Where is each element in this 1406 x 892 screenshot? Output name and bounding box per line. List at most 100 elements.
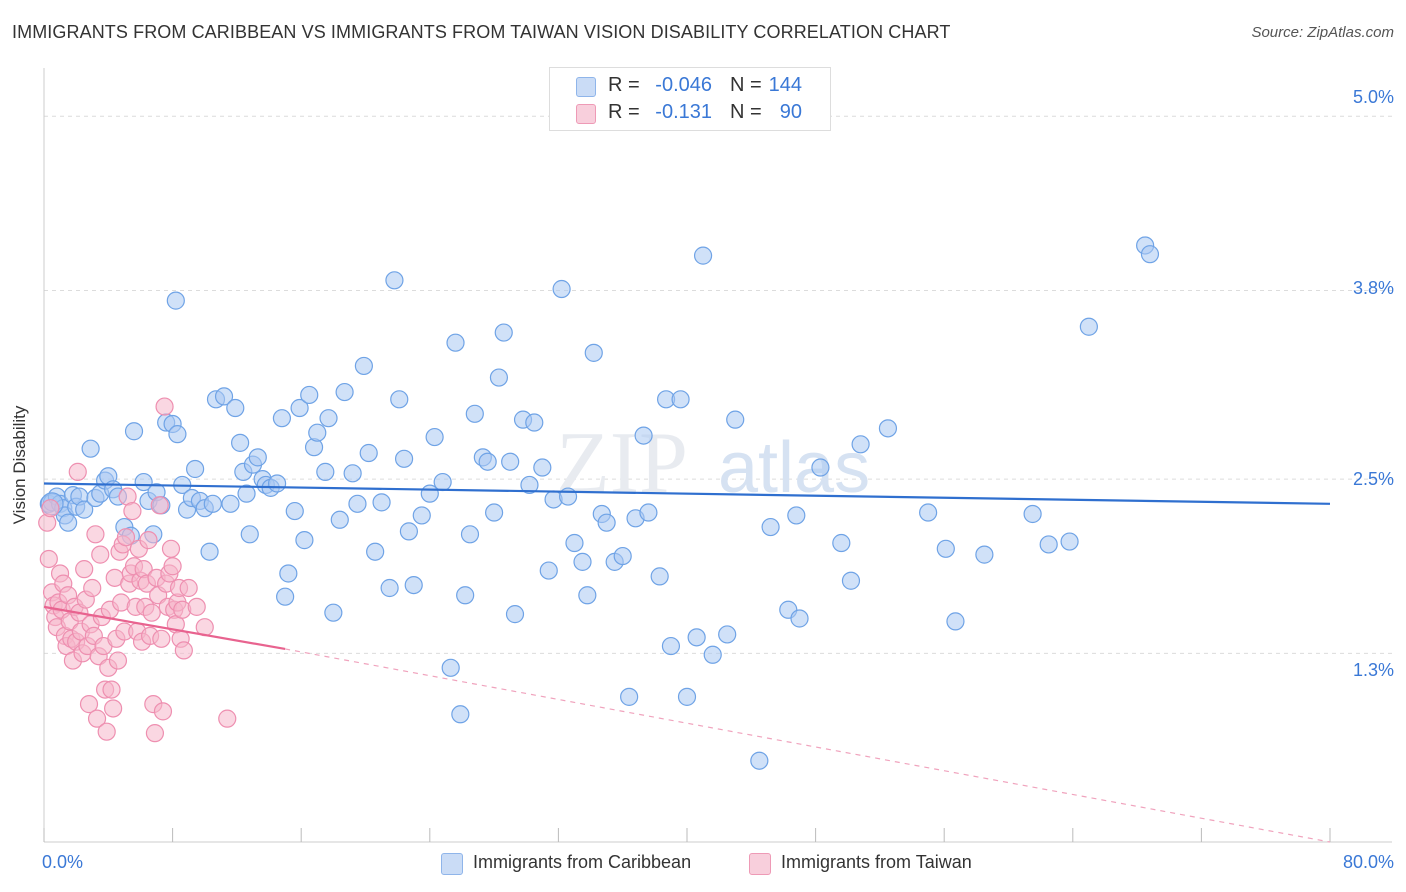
point-caribbean xyxy=(348,494,367,513)
point-caribbean xyxy=(677,687,697,706)
point-caribbean xyxy=(240,525,259,544)
point-caribbean xyxy=(290,398,309,418)
point-caribbean xyxy=(693,246,713,265)
point-caribbean xyxy=(539,561,558,580)
point-caribbean xyxy=(787,506,806,525)
bottom-legend-taiwan: Immigrants from Taiwan xyxy=(749,852,1009,876)
point-caribbean xyxy=(1140,245,1160,264)
legend-r-value: -0.131 xyxy=(655,101,712,123)
point-caribbean xyxy=(319,409,338,428)
series-caribbean xyxy=(39,236,1160,770)
point-caribbean xyxy=(613,546,632,566)
point-caribbean xyxy=(166,291,185,310)
point-caribbean xyxy=(81,439,100,458)
trendline-caribbean xyxy=(43,482,1331,505)
point-caribbean xyxy=(412,506,431,525)
point-taiwan xyxy=(179,578,198,598)
point-taiwan xyxy=(187,597,206,616)
point-caribbean xyxy=(811,458,830,477)
point-caribbean xyxy=(703,645,722,664)
point-caribbean xyxy=(687,628,706,647)
point-caribbean xyxy=(1079,317,1098,336)
legend-n-value: 90 xyxy=(779,101,802,123)
bottom-legend-swatch-taiwan xyxy=(749,853,771,875)
point-caribbean xyxy=(300,385,319,405)
point-caribbean xyxy=(214,387,234,406)
y-tick-label-1.3: 1.3% xyxy=(1352,660,1394,680)
point-caribbean xyxy=(324,603,343,622)
point-caribbean xyxy=(565,533,584,553)
point-taiwan xyxy=(145,724,165,743)
point-caribbean xyxy=(878,419,898,438)
point-taiwan xyxy=(87,709,107,728)
trendline-taiwan xyxy=(43,605,286,651)
point-caribbean xyxy=(841,571,861,590)
point-caribbean xyxy=(584,343,603,362)
point-caribbean xyxy=(620,687,639,706)
point-caribbean xyxy=(761,517,780,537)
point-caribbean xyxy=(267,474,287,493)
point-caribbean xyxy=(335,382,354,402)
point-taiwan xyxy=(174,641,193,660)
point-caribbean xyxy=(456,586,475,605)
legend-row-taiwan: R = -0.131 N = 90 xyxy=(550,101,830,127)
point-caribbean xyxy=(634,426,653,445)
point-caribbean xyxy=(354,356,373,376)
watermark-zip: ZIP xyxy=(556,415,688,512)
point-caribbean xyxy=(489,368,509,387)
point-caribbean xyxy=(372,493,391,512)
point-taiwan xyxy=(116,528,136,547)
point-caribbean xyxy=(75,500,94,519)
point-caribbean xyxy=(494,323,513,342)
point-caribbean xyxy=(134,472,153,492)
point-caribbean xyxy=(936,539,955,558)
point-caribbean xyxy=(446,333,465,352)
point-taiwan xyxy=(108,651,128,670)
legend-n-label: N = xyxy=(730,101,762,123)
legend-r-value: -0.046 xyxy=(655,74,712,96)
point-caribbean xyxy=(460,525,480,544)
point-caribbean xyxy=(248,448,267,467)
point-caribbean xyxy=(390,390,409,409)
point-caribbean xyxy=(394,449,414,468)
point-taiwan xyxy=(41,499,60,518)
point-caribbean xyxy=(505,605,525,624)
point-taiwan xyxy=(75,560,94,579)
point-taiwan xyxy=(152,629,171,648)
point-caribbean xyxy=(478,452,497,471)
point-caribbean xyxy=(295,531,314,550)
point-caribbean xyxy=(385,271,404,290)
bottom-legend-label-taiwan: Immigrants from Taiwan xyxy=(781,852,972,872)
trend-lines xyxy=(43,482,1331,843)
point-caribbean xyxy=(485,503,504,522)
point-caribbean xyxy=(425,427,444,447)
point-caribbean xyxy=(661,636,681,656)
point-caribbean xyxy=(919,503,938,522)
point-taiwan xyxy=(218,709,237,728)
point-caribbean xyxy=(226,398,245,418)
point-caribbean xyxy=(221,494,240,513)
point-caribbean xyxy=(380,578,399,598)
source-label: Source: ZipAtlas.com xyxy=(1251,24,1394,41)
point-taiwan xyxy=(68,462,87,481)
point-caribbean xyxy=(59,513,78,532)
point-taiwan xyxy=(142,603,161,622)
point-caribbean xyxy=(399,522,419,541)
point-taiwan xyxy=(86,525,105,544)
point-taiwan xyxy=(102,680,121,699)
chart-title: IMMIGRANTS FROM CARIBBEAN VS IMMIGRANTS … xyxy=(12,22,951,42)
point-caribbean xyxy=(124,422,144,441)
correlation-legend: R = -0.046 N = 144 R = -0.131 N = 90 xyxy=(549,67,831,131)
legend-swatch-caribbean xyxy=(576,77,596,97)
point-caribbean xyxy=(790,609,809,628)
point-caribbean xyxy=(231,433,250,452)
point-caribbean xyxy=(1023,504,1042,524)
x-tick-label-min: 0.0% xyxy=(42,852,84,872)
point-caribbean xyxy=(1039,535,1058,554)
point-caribbean xyxy=(671,390,690,409)
y-tick-label-5.0: 5.0% xyxy=(1352,87,1394,107)
point-taiwan xyxy=(150,496,169,515)
point-caribbean xyxy=(186,459,205,479)
point-taiwan xyxy=(79,695,99,714)
point-taiwan xyxy=(163,557,182,576)
